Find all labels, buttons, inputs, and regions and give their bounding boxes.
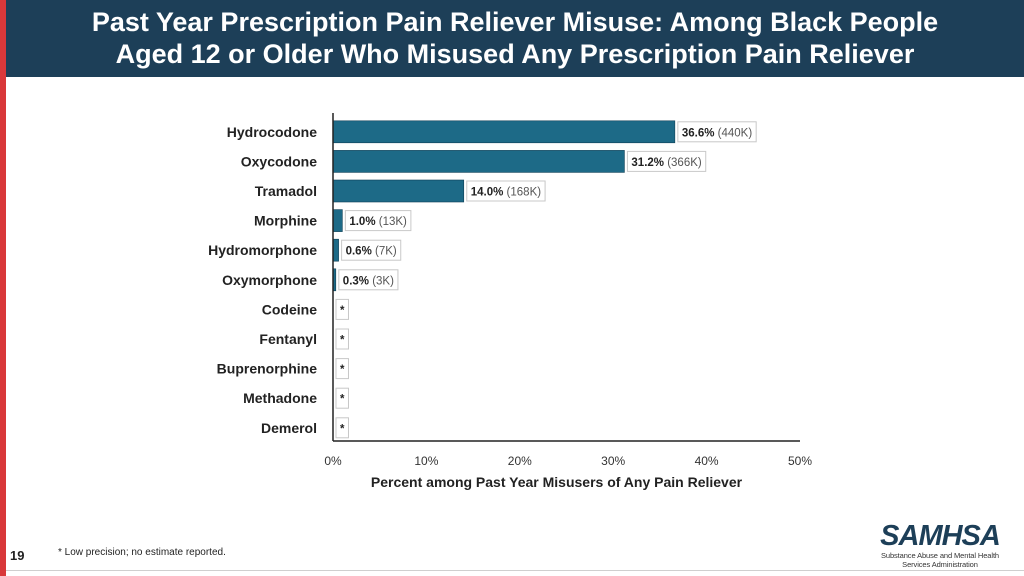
bar bbox=[332, 150, 625, 173]
page-number: 19 bbox=[10, 548, 25, 563]
slide-title-line-1: Past Year Prescription Pain Reliever Mis… bbox=[91, 7, 939, 37]
data-label-box bbox=[335, 298, 349, 320]
data-label-percent: * bbox=[340, 364, 345, 376]
data-label-box bbox=[335, 417, 349, 439]
data-label-percent: 1.0% bbox=[349, 216, 375, 228]
data-label: 31.2% (366K) bbox=[631, 157, 701, 169]
category-label: Hydrocodone bbox=[227, 124, 317, 140]
x-tick-label: 0% bbox=[324, 454, 342, 468]
category-label: Fentanyl bbox=[259, 331, 317, 347]
data-label-box bbox=[626, 150, 707, 172]
data-label-count: (168K) bbox=[503, 187, 541, 199]
bar bbox=[332, 179, 465, 203]
data-label-count: (3K) bbox=[369, 275, 394, 287]
data-label: 14.0% (168K) bbox=[471, 187, 541, 199]
data-label-box bbox=[335, 387, 349, 409]
data-label: 1.0% (13K) bbox=[349, 216, 407, 228]
bar bbox=[332, 209, 343, 232]
logo-wordmark: SAMHSA bbox=[880, 520, 1001, 552]
bar bbox=[332, 120, 676, 144]
category-label: Tramadol bbox=[255, 183, 317, 199]
data-label: 0.3% (3K) bbox=[343, 275, 394, 287]
data-label-percent: 31.2% bbox=[631, 157, 664, 169]
slide-header: Past Year Prescription Pain Reliever Mis… bbox=[6, 0, 1024, 77]
x-tick-label: 40% bbox=[695, 454, 719, 468]
logo-subtitle-line-1: Substance Abuse and Mental Health bbox=[880, 551, 1000, 560]
data-label-percent: * bbox=[340, 423, 345, 435]
samhsa-logo: SAMHSA Substance Abuse and Mental Health… bbox=[880, 520, 1001, 569]
bottom-rule bbox=[6, 570, 1024, 571]
data-label-box bbox=[335, 328, 349, 350]
x-axis-title: Percent among Past Year Misusers of Any … bbox=[371, 474, 743, 490]
data-label-percent: * bbox=[340, 335, 345, 347]
data-label: * bbox=[340, 305, 345, 317]
left-accent-bar bbox=[0, 0, 6, 576]
x-tick-label: 10% bbox=[414, 454, 438, 468]
footnote: * Low precision; no estimate reported. bbox=[58, 547, 226, 558]
data-label-box bbox=[677, 121, 757, 143]
category-label: Demerol bbox=[261, 420, 317, 436]
category-label: Hydromorphone bbox=[208, 242, 317, 258]
data-label: * bbox=[340, 335, 345, 347]
data-label: 36.6% (440K) bbox=[682, 127, 752, 139]
data-label: * bbox=[340, 423, 345, 435]
data-label-percent: 36.6% bbox=[682, 127, 715, 139]
category-label: Buprenorphine bbox=[217, 361, 318, 377]
slide-title-line-2: Aged 12 or Older Who Misused Any Prescri… bbox=[115, 39, 915, 69]
category-label: Codeine bbox=[262, 301, 317, 317]
data-label-percent: 14.0% bbox=[471, 187, 504, 199]
x-tick-label: 50% bbox=[788, 454, 812, 468]
category-label: Oxymorphone bbox=[222, 272, 317, 288]
data-label-percent: * bbox=[340, 394, 345, 406]
x-tick-label: 30% bbox=[601, 454, 625, 468]
data-label-count: (366K) bbox=[664, 157, 702, 169]
data-label-box bbox=[344, 210, 412, 232]
data-label-percent: 0.6% bbox=[346, 246, 372, 258]
data-label: 0.6% (7K) bbox=[346, 246, 397, 258]
data-label-percent: 0.3% bbox=[343, 275, 369, 287]
data-label-count: (13K) bbox=[376, 216, 407, 228]
data-label-count: (7K) bbox=[372, 246, 397, 258]
category-label: Oxycodone bbox=[241, 153, 317, 169]
category-label: Methadone bbox=[243, 390, 317, 406]
data-label: * bbox=[340, 364, 345, 376]
bar bbox=[332, 238, 339, 262]
data-label-box bbox=[335, 358, 349, 380]
data-label: * bbox=[340, 394, 345, 406]
x-tick-label: 20% bbox=[508, 454, 532, 468]
data-label-box bbox=[466, 180, 546, 202]
data-label-box bbox=[338, 269, 399, 291]
category-label: Morphine bbox=[254, 213, 317, 229]
data-label-percent: * bbox=[340, 305, 345, 317]
logo-subtitle-line-2: Services Administration bbox=[902, 560, 978, 569]
data-label-count: (440K) bbox=[714, 127, 752, 139]
data-label-box bbox=[341, 239, 402, 261]
